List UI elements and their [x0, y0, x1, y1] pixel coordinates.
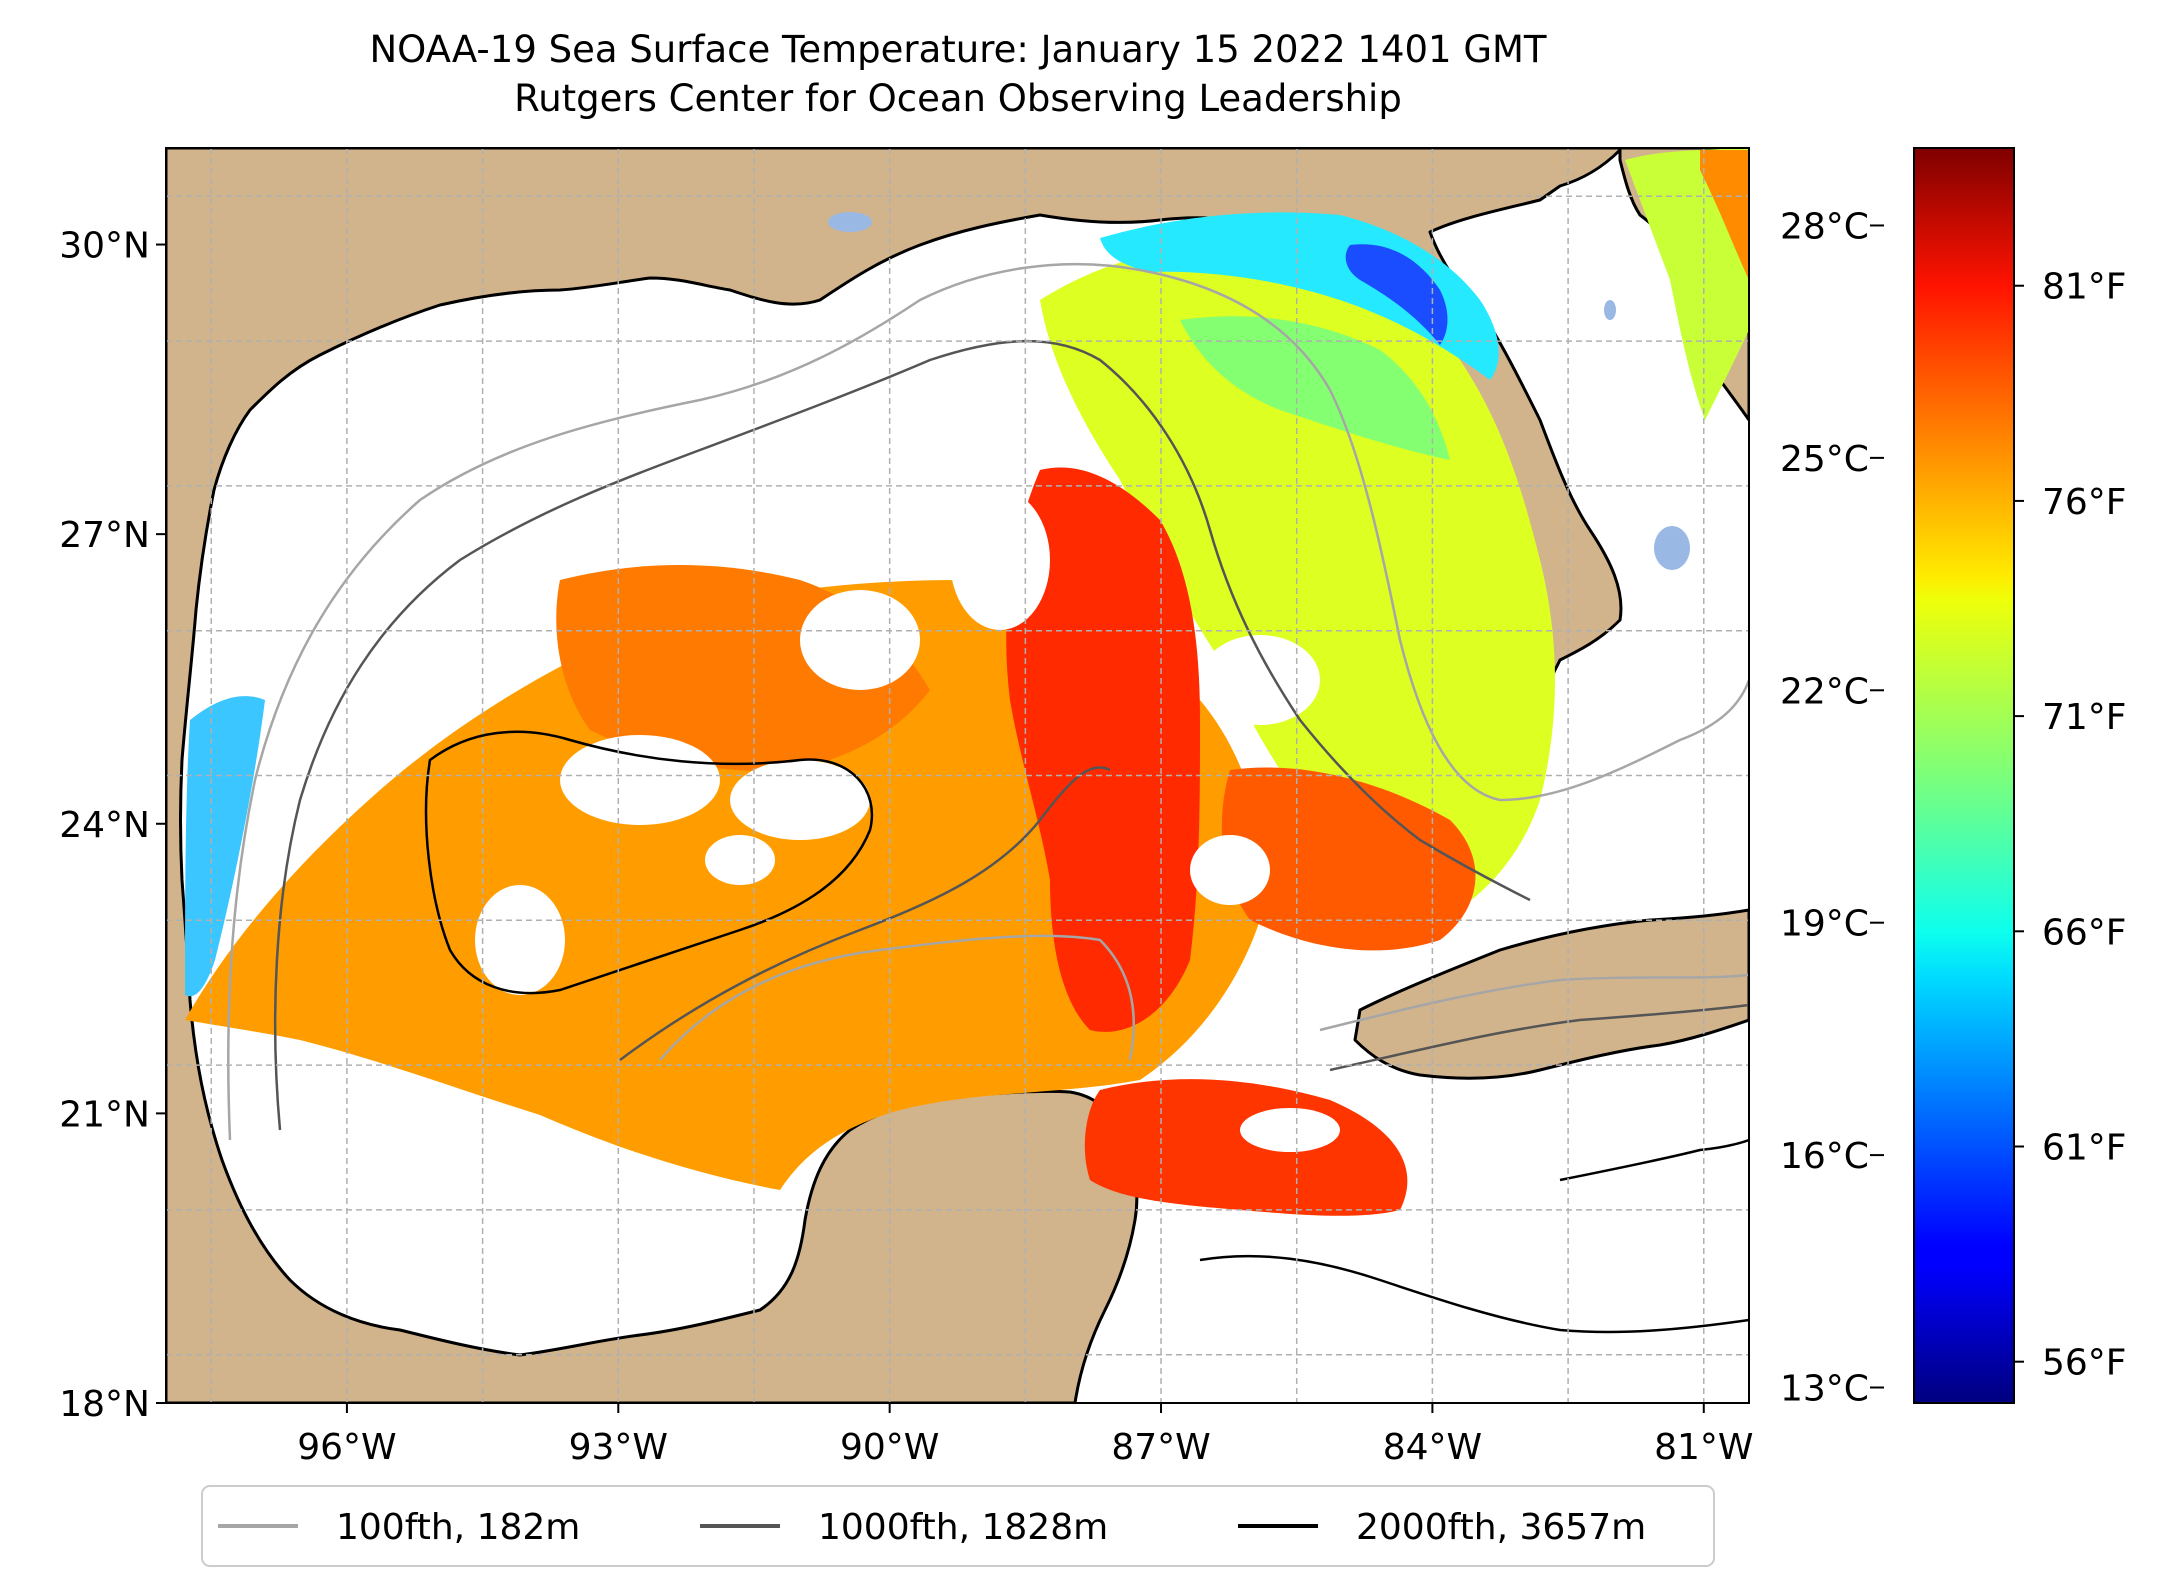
map-frame: [165, 147, 1750, 1404]
cloud-gap: [1200, 635, 1320, 725]
lat-tick-label: 27°N: [59, 515, 150, 556]
fahrenheit-tick-label: 56°F: [2042, 1343, 2127, 1384]
lat-tick-label: 21°N: [59, 1094, 150, 1135]
fahrenheit-tick-label: 76°F: [2042, 482, 2127, 523]
legend: 100fth, 182m 1000fth, 1828m 2000fth, 365…: [201, 1485, 1715, 1567]
cloud-gaps: [475, 370, 1340, 1152]
sst-patch-florida-atlantic: [1625, 148, 1749, 420]
contour-100fth: [227, 262, 1749, 1141]
sst-patch-red-yucatan: [1084, 1079, 1408, 1216]
title-line-1: NOAA-19 Sea Surface Temperature: January…: [369, 28, 1546, 71]
colorbar-fahrenheit-axis: 56°F 61°F 66°F 71°F 76°F 81°F: [2014, 267, 2127, 1384]
bathymetry-contours: [227, 262, 1749, 1334]
lon-tick-label: 87°W: [1111, 1427, 1210, 1468]
fahrenheit-tick-label: 71°F: [2042, 697, 2127, 738]
cloud-gap: [475, 885, 565, 995]
lon-tick-label: 93°W: [569, 1427, 668, 1468]
fahrenheit-tick-label: 66°F: [2042, 912, 2127, 953]
fahrenheit-tick-label: 61°F: [2042, 1127, 2127, 1168]
title-line-2: Rutgers Center for Ocean Observing Leade…: [514, 77, 1402, 120]
lat-tick-label: 24°N: [59, 805, 150, 846]
contour-2000fth: [1199, 1254, 1749, 1334]
legend-label: 100fth, 182m: [336, 1507, 580, 1548]
lon-tick-label: 81°W: [1654, 1427, 1753, 1468]
lat-tick-label: 18°N: [59, 1384, 150, 1425]
cloud-gap: [1240, 1108, 1340, 1152]
lat-tick-label: 30°N: [59, 226, 150, 267]
map-panel: [166, 148, 1749, 1403]
legend-box: [201, 1485, 1715, 1567]
sst-patch-blue-coastal: [1345, 244, 1448, 345]
lake-okeechobee: [1654, 526, 1690, 570]
lon-tick-label: 84°W: [1383, 1427, 1482, 1468]
contour-100fth: [659, 934, 1135, 1061]
cloud-gap: [560, 735, 720, 825]
celsius-tick-label: 22°C: [1780, 671, 1869, 712]
contour-1000fth: [273, 339, 1531, 1131]
celsius-tick-label: 28°C: [1780, 206, 1869, 247]
cloud-gap: [950, 490, 1050, 630]
lon-tick-label: 96°W: [297, 1427, 396, 1468]
celsius-tick-label: 19°C: [1780, 904, 1869, 945]
legend-entry-100fth: 100fth, 182m: [218, 1507, 580, 1548]
lakes: [828, 212, 1690, 570]
legend-entry-2000fth: 2000fth, 3657m: [1238, 1507, 1646, 1548]
celsius-tick-label: 25°C: [1780, 439, 1869, 480]
lake-pontchartrain: [828, 212, 872, 232]
land-cuba: [1353, 908, 1749, 1080]
celsius-tick-label: 16°C: [1780, 1136, 1869, 1177]
gridlines: [166, 148, 1749, 1403]
cloud-gap: [705, 835, 775, 885]
contour-1000fth: [619, 766, 1111, 1062]
lon-tick-label: 90°W: [840, 1427, 939, 1468]
sst-patch-red-east: [1221, 767, 1476, 951]
sst-patch-warm-west: [185, 580, 1263, 1190]
colorbar-gradient: [1913, 147, 2015, 1404]
fahrenheit-tick-label: 81°F: [2042, 267, 2127, 308]
cloud-gap: [870, 370, 1030, 470]
colorbar-celsius-axis: 13°C 16°C 19°C 22°C 25°C 28°C: [1780, 206, 1884, 1410]
legend-entry-1000fth: 1000fth, 1828m: [700, 1507, 1108, 1548]
lon-axis: 96°W 93°W 90°W 87°W 84°W 81°W: [297, 1403, 1753, 1468]
contour-100fth: [1319, 973, 1749, 1032]
sst-patch-green-northeast: [1180, 316, 1450, 460]
cloud-gap: [1190, 835, 1270, 905]
sst-patch-florida-atlantic-warm: [1700, 150, 1749, 280]
contour-2000fth: [424, 730, 874, 995]
sst-patch-red-core: [1006, 467, 1200, 1032]
cloud-gap: [730, 760, 870, 840]
legend-label: 2000fth, 3657m: [1356, 1507, 1646, 1548]
celsius-tick-label: 13°C: [1780, 1369, 1869, 1410]
cloud-gap: [800, 590, 920, 690]
sst-field: [185, 148, 1749, 1216]
lat-axis: 18°N 21°N 24°N 27°N 30°N: [59, 226, 166, 1425]
contour-2000fth: [1559, 1138, 1749, 1182]
lake-florida-inland: [1604, 300, 1616, 320]
colorbar: 13°C 16°C 19°C 22°C 25°C 28°C 56°F 61°F 66°F 71°…: [1780, 147, 2127, 1410]
sst-patch-cool-west-edge: [185, 696, 265, 997]
legend-label: 1000fth, 1828m: [818, 1507, 1108, 1548]
